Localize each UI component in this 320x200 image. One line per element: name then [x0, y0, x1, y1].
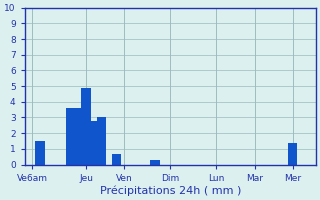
- Bar: [89, 121, 98, 165]
- Bar: [66, 108, 75, 165]
- Bar: [97, 117, 106, 165]
- Bar: [150, 160, 160, 165]
- Bar: [81, 88, 91, 165]
- X-axis label: Précipitations 24h ( mm ): Précipitations 24h ( mm ): [100, 185, 241, 196]
- Bar: [112, 154, 121, 165]
- Bar: [74, 108, 83, 165]
- Bar: [36, 141, 44, 165]
- Bar: [288, 143, 298, 165]
